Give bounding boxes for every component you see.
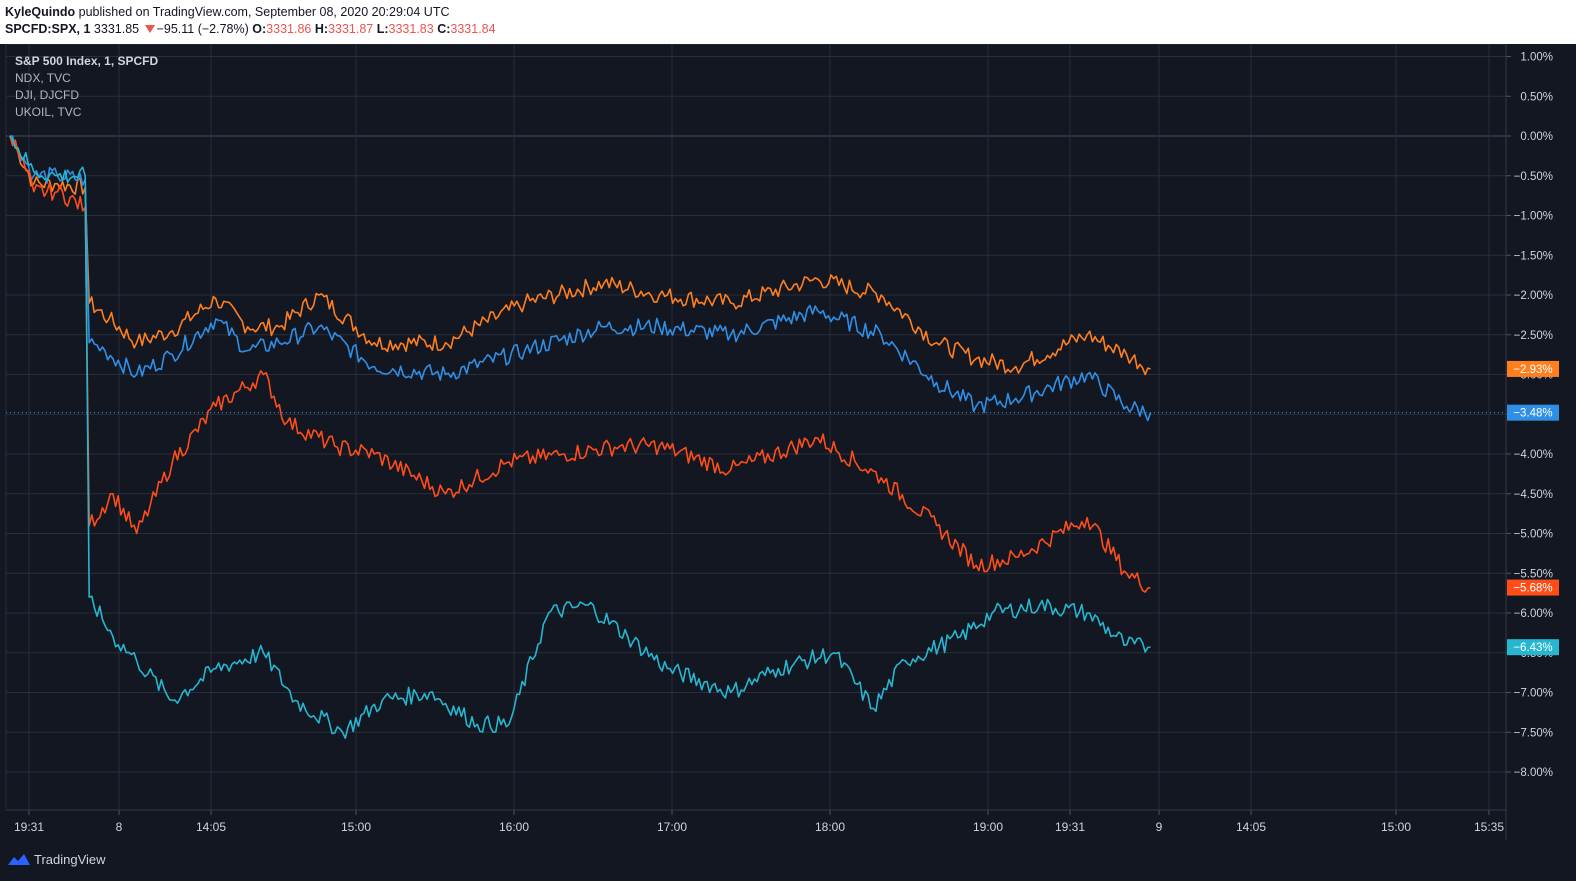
tradingview-brand[interactable]: TradingView [34, 852, 106, 867]
price-change: −95.11 (−2.78%) [156, 22, 249, 36]
symbol-label: SPCFD:SPX, 1 [5, 22, 91, 36]
open-value: 3331.86 [266, 22, 312, 36]
last-value-label-ndx: −2.93% [1513, 364, 1552, 376]
x-tick-label: 9 [1156, 820, 1163, 834]
chart-grid [5, 44, 1507, 811]
plot-frame [5, 44, 1507, 811]
price-axis-labels: −2.93% −3.48% −5.68% −6.43% [1507, 360, 1559, 656]
comparison-chart[interactable]: 1.00% 0.50% 0.00% −0.50% −1.00% −1.50% −2.00% −… [0, 44, 1576, 842]
y-tick-label: −4.50% [1514, 489, 1553, 501]
chart-series [6, 135, 1506, 739]
close-label: C: [437, 22, 451, 36]
x-tick-label: 19:00 [973, 820, 1003, 834]
series-line-ukoil [9, 135, 1151, 739]
publication-line: KyleQuindo published on TradingView.com,… [5, 5, 449, 19]
high-value: 3331.87 [328, 22, 374, 36]
y-tick-label: −6.00% [1514, 608, 1553, 620]
y-tick-label: −2.00% [1514, 290, 1553, 302]
tradingview-logo-icon[interactable] [7, 851, 31, 867]
x-tick-label: 15:35 [1474, 820, 1504, 834]
y-tick-label: −5.00% [1514, 529, 1553, 541]
series-line-dji [9, 135, 1151, 593]
last-value-label-spx: −3.48% [1513, 408, 1552, 420]
y-tick-label: −4.00% [1514, 449, 1553, 461]
x-tick-label: 19:31 [1055, 820, 1085, 834]
y-tick-label: 0.50% [1520, 91, 1553, 103]
low-value: 3331.83 [388, 22, 434, 36]
y-tick-label: 0.00% [1520, 131, 1553, 143]
last-value-badge-ndx [1507, 360, 1559, 377]
y-tick-label: −8.00% [1514, 767, 1553, 779]
y-tick-label: −5.50% [1514, 568, 1553, 580]
series-legend: S&P 500 Index, 1, SPCFD NDX, TVC DJI, DJ… [15, 53, 158, 121]
open-label: O: [252, 22, 267, 36]
publication-header: KyleQuindo published on TradingView.com,… [0, 0, 1576, 44]
series-line-ndx [9, 135, 1151, 376]
series-line-spx [10, 135, 1152, 422]
y-tick-label: −7.00% [1514, 688, 1553, 700]
down-triangle-icon [144, 25, 155, 33]
x-tick-label: 17:00 [657, 820, 687, 834]
x-tick-label: 15:00 [341, 820, 371, 834]
y-tick-label: −0.50% [1514, 171, 1553, 183]
high-label: H: [314, 22, 329, 36]
quote-line: SPCFD:SPX, 1 3331.85 −95.11 (−2.78%) O:3… [5, 22, 496, 36]
y-tick-label: −2.50% [1514, 330, 1553, 342]
close-value: 3331.84 [450, 22, 496, 36]
last-value-label-ukoil: −6.43% [1513, 642, 1552, 654]
chart-footer [0, 842, 1576, 881]
author-name[interactable]: KyleQuindo [5, 5, 76, 19]
last-value-badge-dji [1507, 579, 1559, 596]
x-tick-label: 8 [116, 820, 123, 834]
x-tick-label: 19:31 [14, 820, 44, 834]
y-tick-label: 1.00% [1520, 52, 1553, 64]
last-value-badge-ukoil [1507, 639, 1559, 656]
chart-axes: 1.00% 0.50% 0.00% −0.50% −1.00% −1.50% −2.00% −… [6, 44, 1553, 840]
legend-item-spx[interactable]: S&P 500 Index, 1, SPCFD [15, 54, 159, 68]
last-value-badge-spx [1507, 404, 1559, 421]
low-label: L: [376, 22, 389, 36]
y-tick-label: −1.50% [1514, 250, 1553, 262]
published-text: published on TradingView.com, September … [78, 5, 450, 19]
legend-item-ukoil[interactable]: UKOIL, TVC [15, 105, 82, 119]
x-tick-label: 14:05 [1236, 820, 1266, 834]
y-tick-label: −1.00% [1514, 211, 1553, 223]
x-tick-label: 18:00 [815, 820, 845, 834]
x-tick-label: 14:05 [196, 820, 226, 834]
x-tick-label: 15:00 [1381, 820, 1411, 834]
legend-item-dji[interactable]: DJI, DJCFD [15, 88, 79, 102]
x-tick-label: 16:00 [499, 820, 529, 834]
y-tick-label: −7.50% [1514, 727, 1553, 739]
last-value-label-dji: −5.68% [1513, 583, 1552, 595]
last-price: 3331.85 [93, 22, 140, 36]
legend-item-ndx[interactable]: NDX, TVC [15, 71, 71, 85]
